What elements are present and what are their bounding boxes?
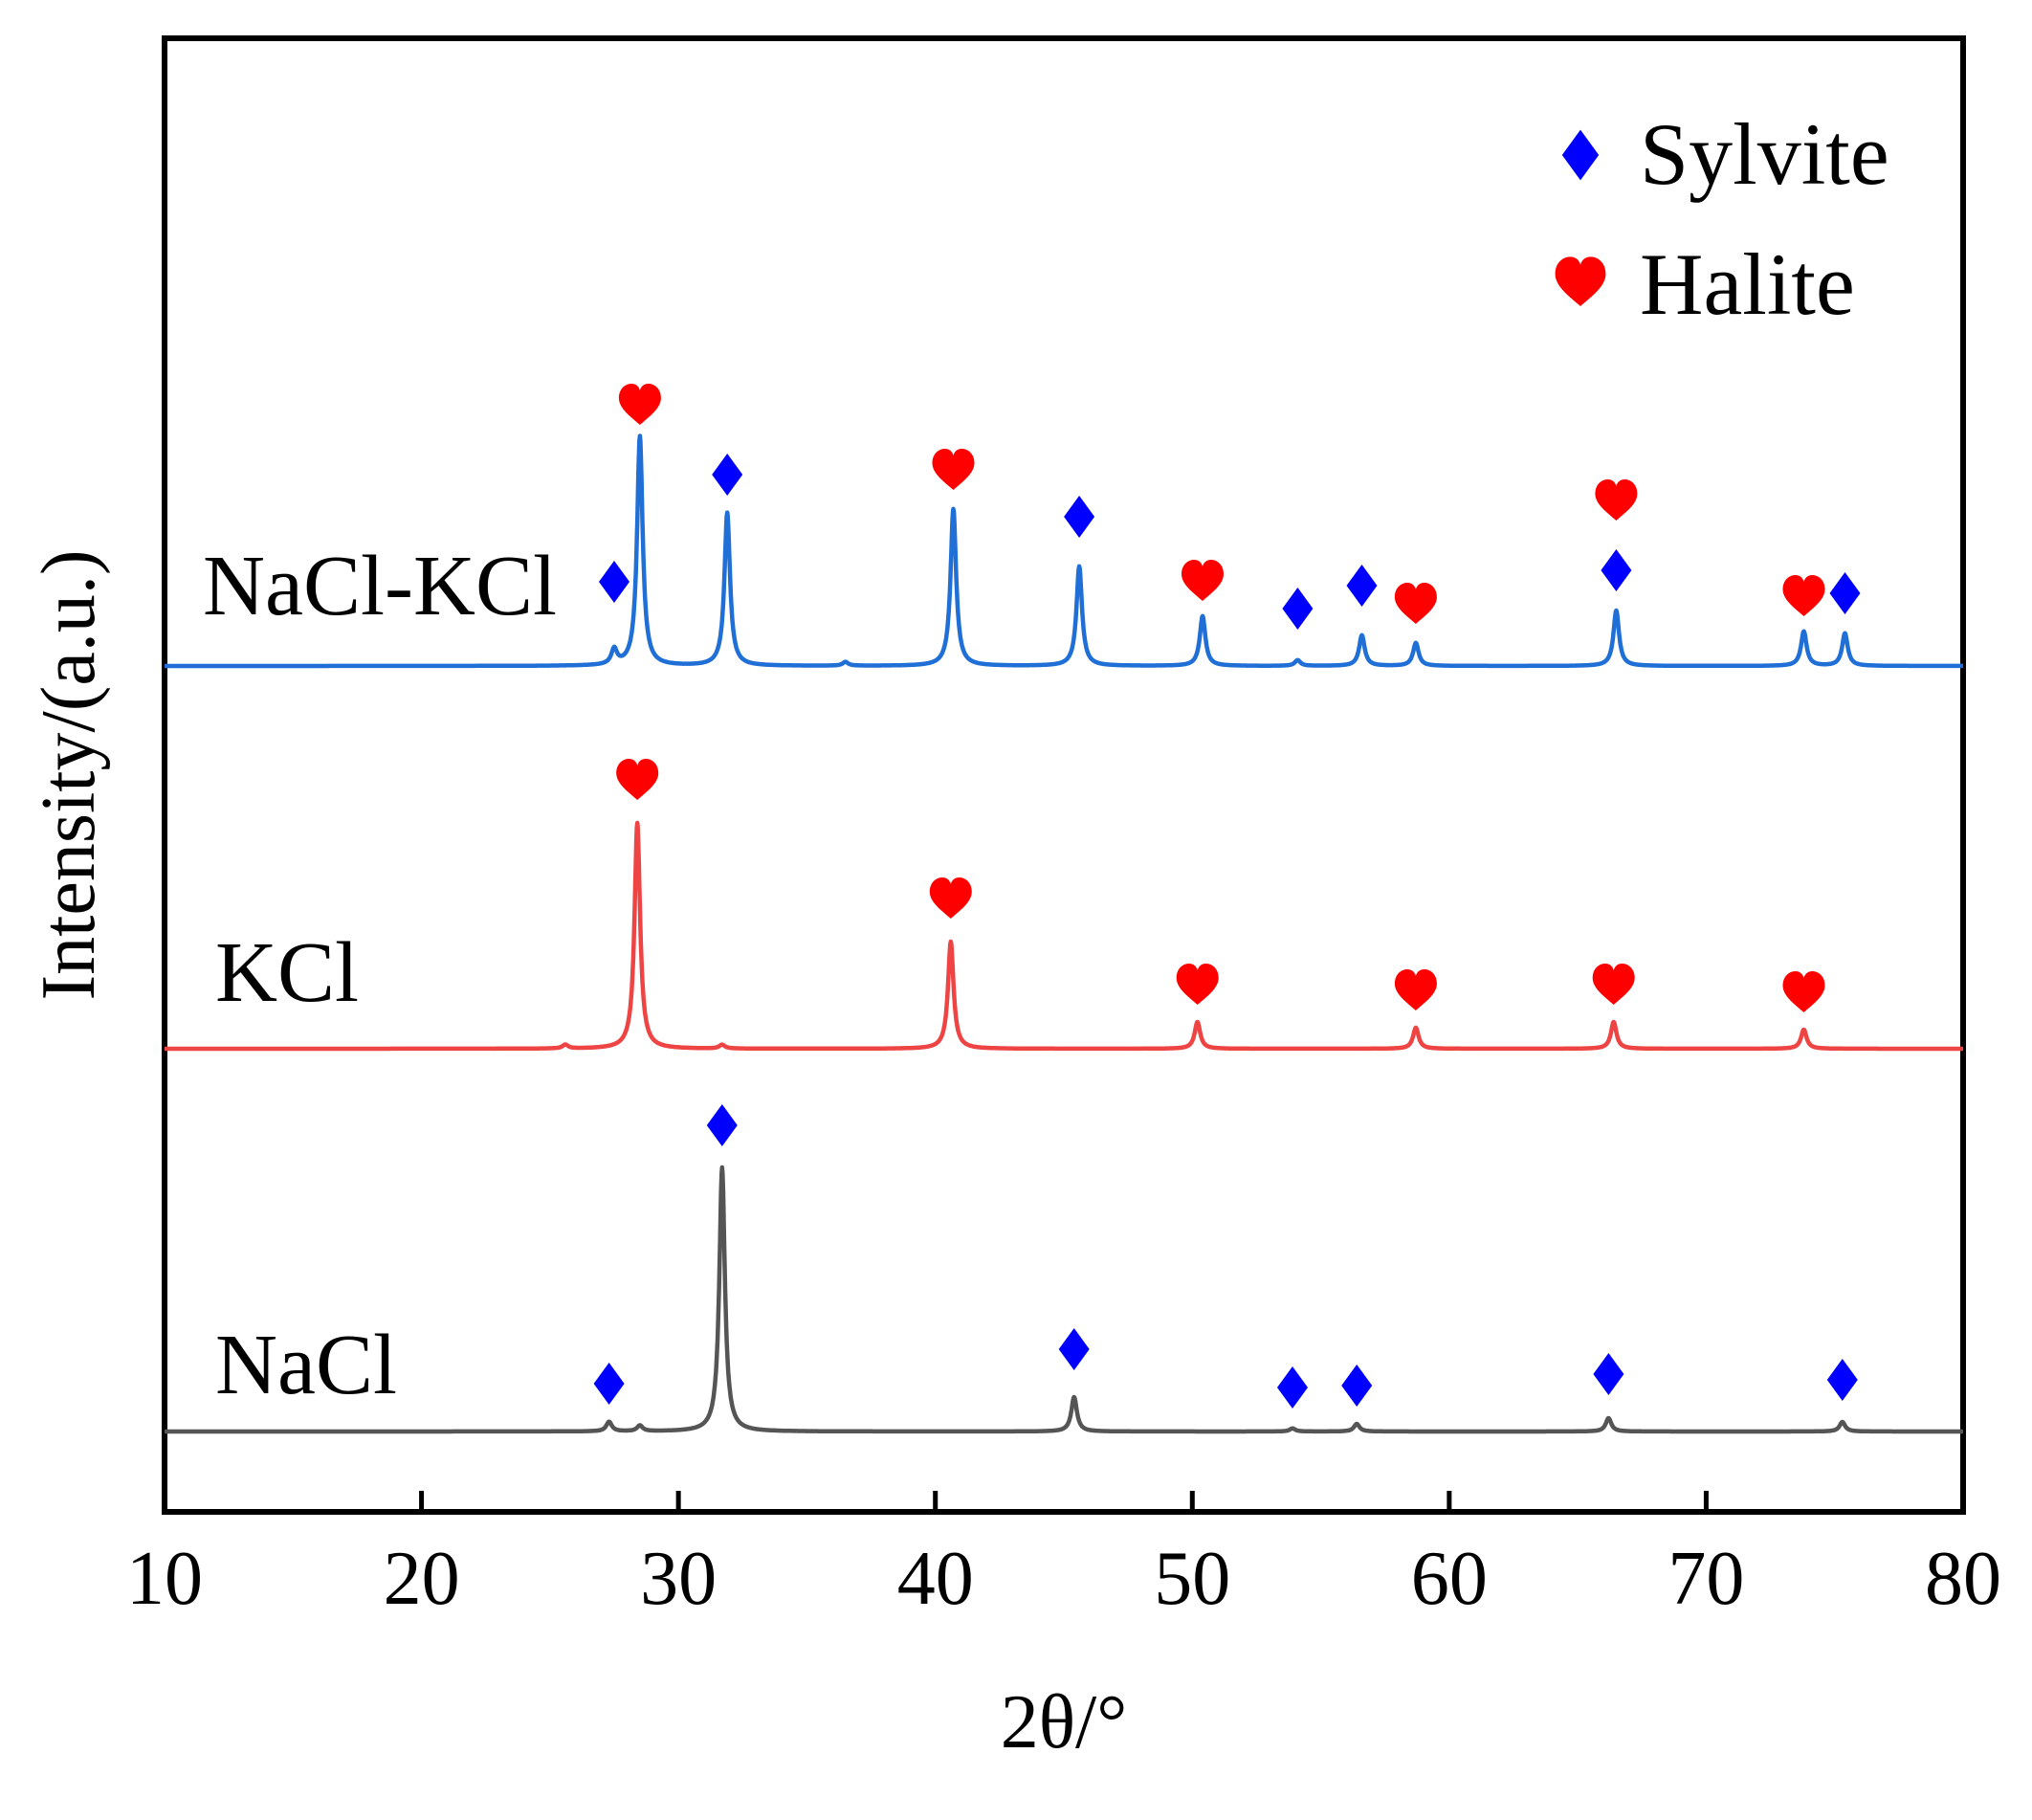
legend-entry-halite: Halite (1555, 235, 1855, 333)
nacl-kcl-halite-heart-icon-8 (1394, 583, 1437, 624)
nacl-sylvite-diamond-icon-1 (706, 1104, 738, 1146)
legend: Sylvite Halite (1555, 105, 1889, 333)
kcl-halite-heart-icon-5 (1782, 971, 1825, 1012)
series-lines (163, 433, 1965, 1434)
nacl-sylvite-diamond-icon-4 (1341, 1365, 1373, 1407)
kcl-halite-heart-icon-0 (616, 759, 659, 800)
x-tick-10-label: 10 (126, 1537, 203, 1621)
nacl-kcl-halite-heart-icon-3 (932, 449, 975, 490)
kcl-halite-heart-icon-4 (1592, 964, 1635, 1005)
nacl-kcl-sylvite-diamond-icon-7 (1346, 565, 1378, 607)
nacl-kcl-sylvite-diamond-icon-4 (1064, 496, 1095, 538)
series-label-nacl-kcl: NaCl-KCl (203, 539, 557, 633)
nacl-sylvite-diamond-icon-3 (1277, 1366, 1308, 1409)
diamond-icon (1561, 129, 1600, 181)
peak-markers (593, 384, 1861, 1409)
nacl-kcl-halite-heart-icon-11 (1782, 575, 1825, 616)
x-axis-label: 2θ/° (1001, 1680, 1128, 1765)
x-tick-70-label: 70 (1668, 1537, 1744, 1621)
nacl-kcl-sylvite-diamond-icon-2 (712, 454, 743, 496)
series-label-kcl: KCl (215, 925, 359, 1020)
heart-icon (1555, 256, 1606, 306)
nacl-kcl-halite-heart-icon-9 (1595, 479, 1638, 521)
kcl-halite-heart-icon-2 (1176, 964, 1219, 1005)
legend-label-halite: Halite (1640, 235, 1855, 333)
nacl-kcl-halite-heart-icon-5 (1182, 560, 1224, 601)
nacl-sylvite-diamond-icon-6 (1826, 1359, 1858, 1401)
series-label-nacl: NaCl (215, 1318, 397, 1412)
nacl-kcl-sylvite-diamond-icon-6 (1282, 588, 1314, 630)
kcl-halite-heart-icon-3 (1394, 969, 1437, 1010)
series-line-kcl (163, 820, 1965, 1052)
x-tick-60-label: 60 (1411, 1537, 1488, 1621)
series-line-nacl-kcl (163, 433, 1965, 669)
nacl-kcl-sylvite-diamond-icon-10 (1601, 549, 1632, 591)
x-tick-50-label: 50 (1154, 1537, 1230, 1621)
y-axis-label: Intensity/(a.u.) (27, 550, 111, 1001)
nacl-sylvite-diamond-icon-5 (1593, 1353, 1624, 1395)
x-tick-20-label: 20 (384, 1537, 460, 1621)
x-tick-80-label: 80 (1925, 1537, 2001, 1621)
legend-label-sylvite: Sylvite (1640, 105, 1889, 203)
x-tick-40-label: 40 (897, 1537, 974, 1621)
legend-entry-sylvite: Sylvite (1561, 105, 1889, 203)
nacl-kcl-sylvite-diamond-icon-12 (1829, 572, 1861, 614)
nacl-sylvite-diamond-icon-0 (593, 1363, 625, 1405)
nacl-kcl-halite-heart-icon-1 (618, 384, 661, 425)
x-axis-ticks: 10 20 30 40 50 60 70 80 (126, 1491, 2001, 1621)
nacl-kcl-sylvite-diamond-icon-0 (599, 561, 629, 603)
plot-frame (162, 35, 1966, 1515)
series-line-nacl (163, 1165, 1965, 1434)
x-tick-30-label: 30 (640, 1537, 717, 1621)
nacl-sylvite-diamond-icon-2 (1058, 1328, 1090, 1370)
kcl-halite-heart-icon-1 (929, 877, 972, 919)
